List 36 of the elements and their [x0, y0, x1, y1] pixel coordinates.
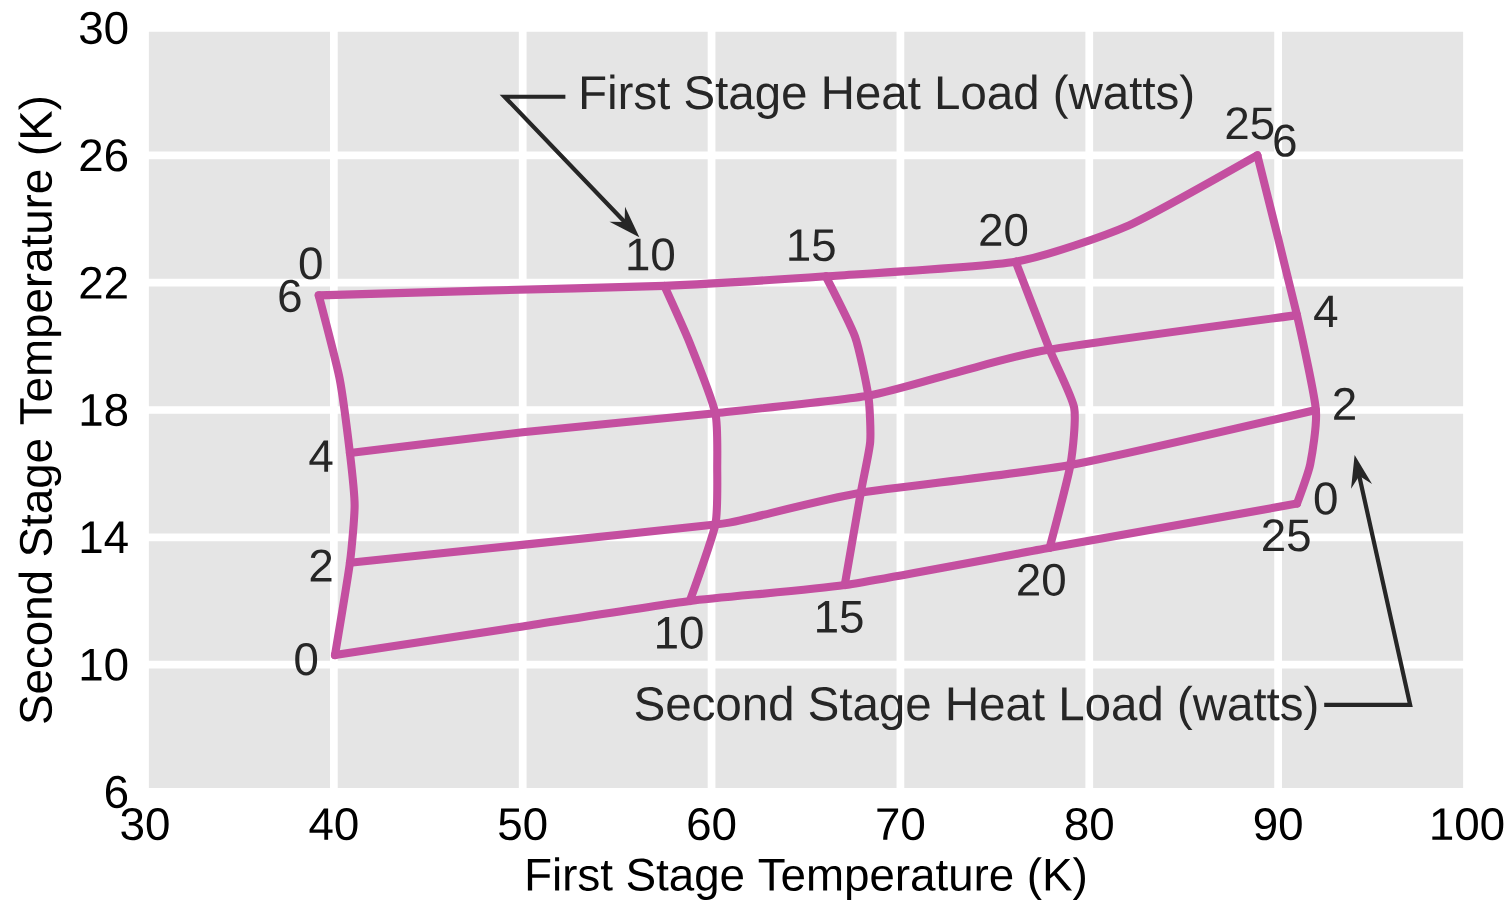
x-axis-title: First Stage Temperature (K) — [527, 857, 1085, 900]
y-tick-label: 26 — [80, 139, 128, 172]
annotation: 25 — [1226, 107, 1274, 140]
x-tick-label: 100 — [1432, 807, 1504, 841]
annotation: 0 — [295, 643, 318, 676]
annotation: 6 — [1274, 124, 1296, 157]
annotation: 4 — [309, 440, 333, 472]
annotation: 4 — [1314, 295, 1338, 328]
annotation: Second Stage Heat Load (watts) — [635, 685, 1317, 731]
x-tick-label: 90 — [1254, 807, 1302, 841]
x-tick-label: 80 — [1065, 807, 1113, 841]
y-tick-label: 6 — [105, 775, 128, 809]
annotation: 15 — [817, 601, 863, 633]
x-tick-label: 40 — [309, 807, 358, 841]
annotation: 2 — [310, 549, 332, 582]
annotation: First Stage Heat Load (watts) — [582, 74, 1193, 119]
x-tick-label: 70 — [877, 807, 925, 841]
annotation: 6 — [279, 279, 301, 313]
x-tick-label: 60 — [688, 807, 736, 841]
annotation: 20 — [980, 213, 1028, 247]
annotation: 15 — [789, 229, 835, 262]
y-tick-label: 22 — [80, 266, 127, 299]
annotation: 0 — [299, 247, 322, 280]
annotation: 10 — [657, 616, 703, 649]
y-axis-title: Second Stage Temperature (K) — [18, 97, 62, 723]
annotation: 0 — [1314, 482, 1337, 515]
x-tick-label: 30 — [121, 807, 169, 841]
x-tick-label: 50 — [499, 807, 547, 841]
y-tick-label: 18 — [81, 393, 128, 427]
annotation: 10 — [628, 238, 675, 271]
annotation: 20 — [1018, 563, 1065, 596]
y-tick-label: 30 — [80, 11, 128, 45]
annotation: 25 — [1263, 519, 1310, 552]
y-tick-label: 14 — [81, 521, 128, 554]
annotation: 2 — [1334, 387, 1355, 420]
y-tick-label: 10 — [81, 648, 128, 681]
